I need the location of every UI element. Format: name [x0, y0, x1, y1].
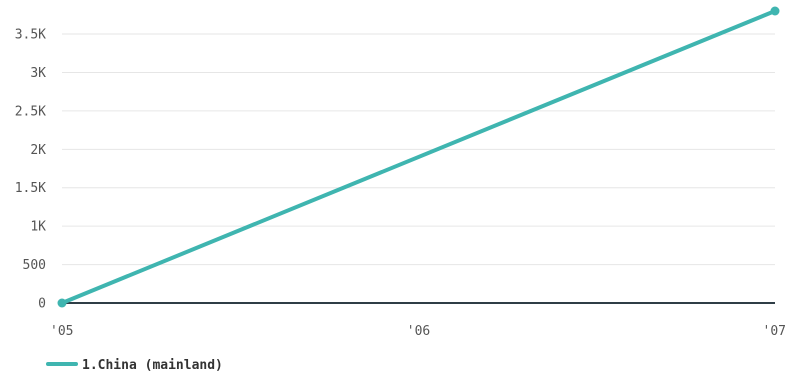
- data-point[interactable]: [770, 6, 780, 16]
- y-axis-ticks: 0 500 1K 1.5K 2K 2.5K 3K 3.5K: [15, 28, 46, 312]
- series-line-china-mainland[interactable]: [60, 9, 777, 305]
- y-tick-label: 500: [23, 258, 46, 273]
- legend-label-china-mainland: 1.China (mainland): [82, 358, 223, 373]
- y-tick-label: 2K: [30, 143, 46, 158]
- y-tick-label: 1.5K: [15, 181, 46, 196]
- y-tick-label: 3.5K: [15, 28, 46, 43]
- x-tick-label: '06: [407, 324, 430, 339]
- y-tick-label: 2.5K: [15, 104, 46, 119]
- series-lines: [57, 6, 780, 308]
- y-tick-label: 3K: [30, 66, 46, 81]
- x-tick-label: '07: [763, 324, 786, 339]
- x-axis-ticks: '05 '06 '07: [50, 324, 786, 339]
- y-tick-label: 0: [38, 297, 46, 312]
- y-tick-label: 1K: [30, 220, 46, 235]
- data-point[interactable]: [57, 298, 67, 308]
- gridlines: [62, 33, 775, 266]
- legend[interactable]: 1.China (mainland): [46, 358, 223, 373]
- x-tick-label: '05: [50, 324, 73, 339]
